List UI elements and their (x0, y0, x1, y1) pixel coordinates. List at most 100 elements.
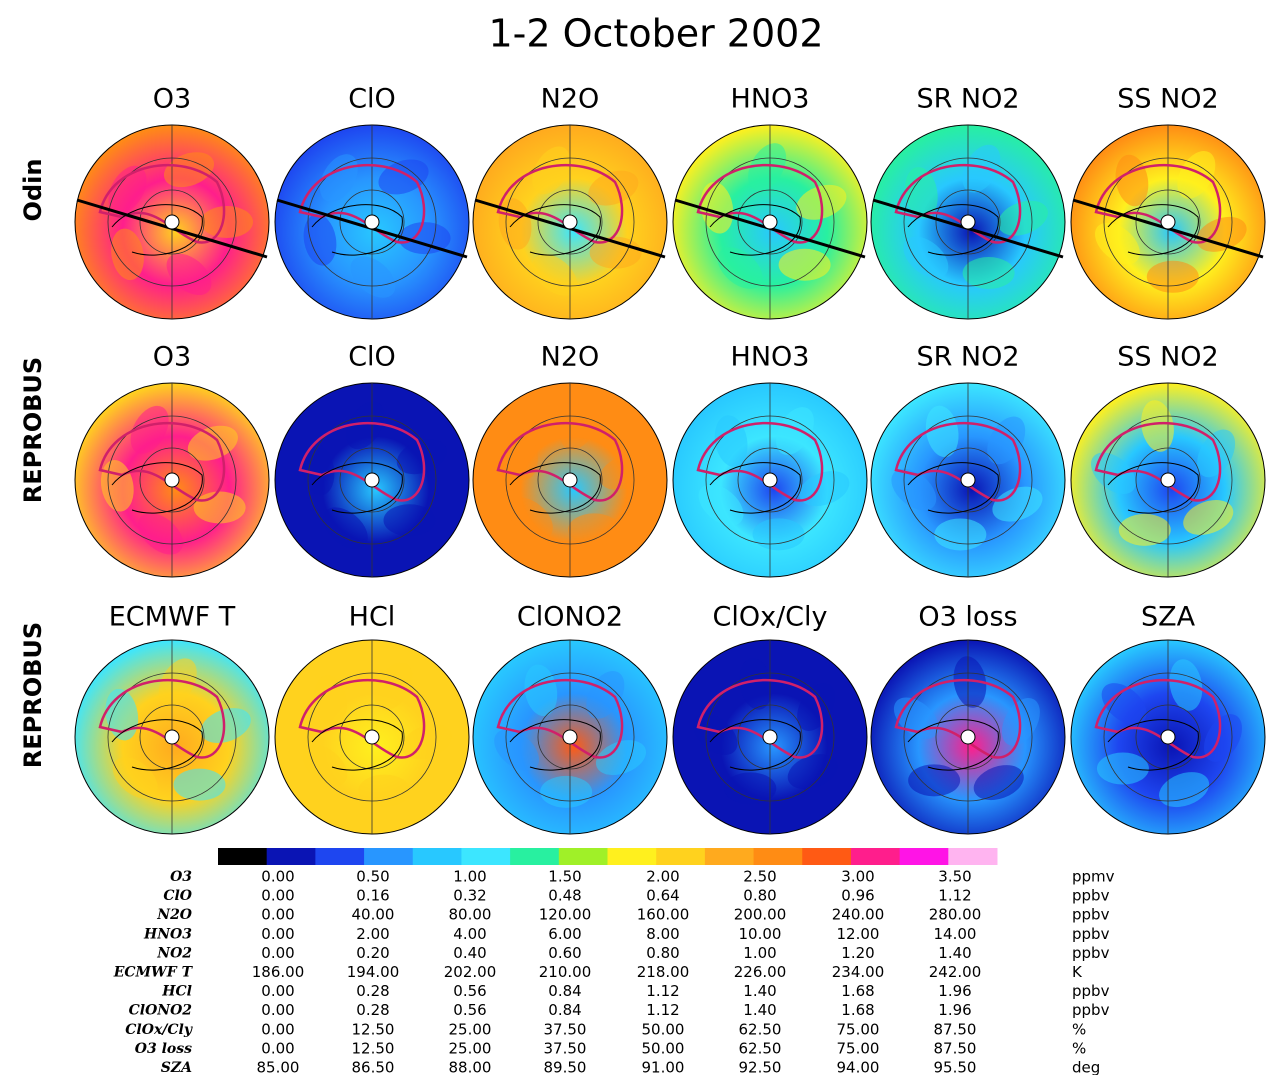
pole-marker (365, 215, 379, 229)
polar-map (473, 640, 667, 834)
scale-value: 1.40 (938, 944, 971, 962)
scale-value: 62.50 (739, 1039, 782, 1057)
scale-value: 0.28 (356, 982, 389, 1000)
scale-value: 0.16 (356, 887, 389, 905)
scale-value: 0.00 (261, 1039, 294, 1057)
scale-value: 160.00 (637, 906, 690, 924)
scale-unit: K (1072, 963, 1083, 981)
scale-value: 242.00 (929, 963, 982, 981)
scale-name: ECMWF T (113, 965, 194, 981)
scale-value: 218.00 (637, 963, 690, 981)
scale-value: 12.00 (837, 925, 880, 943)
scale-value: 75.00 (837, 1039, 880, 1057)
scale-value: 37.50 (544, 1020, 587, 1038)
pole-marker (763, 730, 777, 744)
scale-value: 80.00 (449, 906, 492, 924)
panel-title: SS NO2 (1117, 342, 1219, 373)
scale-name: HCl (161, 984, 192, 1000)
scale-value: 0.64 (646, 887, 679, 905)
scale-unit: ppmv (1072, 868, 1115, 886)
panel-title: HCl (349, 602, 396, 633)
scale-value: 186.00 (252, 963, 305, 981)
scale-unit: ppbv (1072, 1001, 1110, 1019)
scale-value: 280.00 (929, 906, 982, 924)
polar-map (1071, 125, 1265, 319)
panel-title: ClOx/Cly (712, 602, 827, 633)
pole-marker (165, 730, 179, 744)
map-blob (934, 518, 986, 550)
panel-title: N2O (541, 84, 600, 115)
pole-marker (961, 473, 975, 487)
colorbar-swatch (559, 848, 608, 865)
scale-value: 240.00 (832, 906, 885, 924)
polar-map (75, 640, 269, 834)
scale-value: 14.00 (934, 925, 977, 943)
scale-name: ClOx/Cly (125, 1022, 193, 1038)
scale-value: 3.50 (938, 868, 971, 886)
pole-marker (165, 215, 179, 229)
scale-unit: ppbv (1072, 906, 1110, 924)
panel-title: SR NO2 (916, 342, 1019, 373)
scale-value: 1.20 (841, 944, 874, 962)
map-blob (568, 513, 620, 545)
scale-value: 1.00 (453, 868, 486, 886)
polar-map (673, 125, 867, 319)
colorbar-swatch (851, 848, 900, 865)
scale-value: 25.00 (449, 1020, 492, 1038)
pole-marker (961, 730, 975, 744)
map-blob (201, 206, 253, 238)
scale-value: 10.00 (739, 925, 782, 943)
pole-marker (961, 215, 975, 229)
colorbar-swatch (315, 848, 364, 865)
map-blob (194, 492, 246, 524)
figure-title: 1-2 October 2002 (488, 12, 823, 56)
colorbar-swatch (218, 848, 267, 865)
scale-value: 1.68 (841, 982, 874, 1000)
scale-value: 0.56 (453, 982, 486, 1000)
polar-map (473, 125, 667, 319)
scale-value: 194.00 (347, 963, 400, 981)
scale-value: 1.12 (646, 982, 679, 1000)
scale-name: N2O (156, 907, 193, 923)
scale-value: 0.40 (453, 944, 486, 962)
colorbar-swatch (267, 848, 316, 865)
map-blob (1147, 261, 1199, 293)
row-label: REPROBUS (19, 622, 47, 768)
scale-value: 88.00 (449, 1059, 492, 1075)
scale-value: 91.00 (642, 1059, 685, 1075)
scale-value: 50.00 (642, 1020, 685, 1038)
scale-value: 25.00 (449, 1039, 492, 1057)
scale-value: 0.28 (356, 1001, 389, 1019)
polar-map (871, 125, 1065, 319)
scale-value: 0.00 (261, 944, 294, 962)
polar-map (871, 640, 1065, 834)
panel-title: O3 loss (918, 602, 1017, 633)
polar-map (75, 383, 269, 577)
polar-map (275, 640, 469, 834)
map-blob (753, 518, 805, 550)
scale-value: 210.00 (539, 963, 592, 981)
panel-title: ClO (348, 84, 396, 115)
scale-value: 1.96 (938, 982, 971, 1000)
scale-value: 85.00 (257, 1059, 300, 1075)
scale-value: 0.50 (356, 868, 389, 886)
scale-value: 12.50 (352, 1020, 395, 1038)
pole-marker (1161, 730, 1175, 744)
scale-value: 1.12 (646, 1001, 679, 1019)
pole-marker (365, 473, 379, 487)
row-label: REPROBUS (19, 357, 47, 503)
panel-title: SR NO2 (916, 84, 1019, 115)
scale-value: 37.50 (544, 1039, 587, 1057)
scale-value: 89.50 (544, 1059, 587, 1075)
colorbar-swatch (900, 848, 949, 865)
scale-value: 0.60 (548, 944, 581, 962)
pole-marker (763, 473, 777, 487)
scale-value: 3.00 (841, 868, 874, 886)
scale-name: ClO (163, 888, 192, 904)
scale-value: 2.00 (356, 925, 389, 943)
pole-marker (763, 215, 777, 229)
scale-value: 0.80 (743, 887, 776, 905)
scale-value: 86.50 (352, 1059, 395, 1075)
panel-title: ClONO2 (517, 602, 623, 633)
scale-unit: ppbv (1072, 887, 1110, 905)
